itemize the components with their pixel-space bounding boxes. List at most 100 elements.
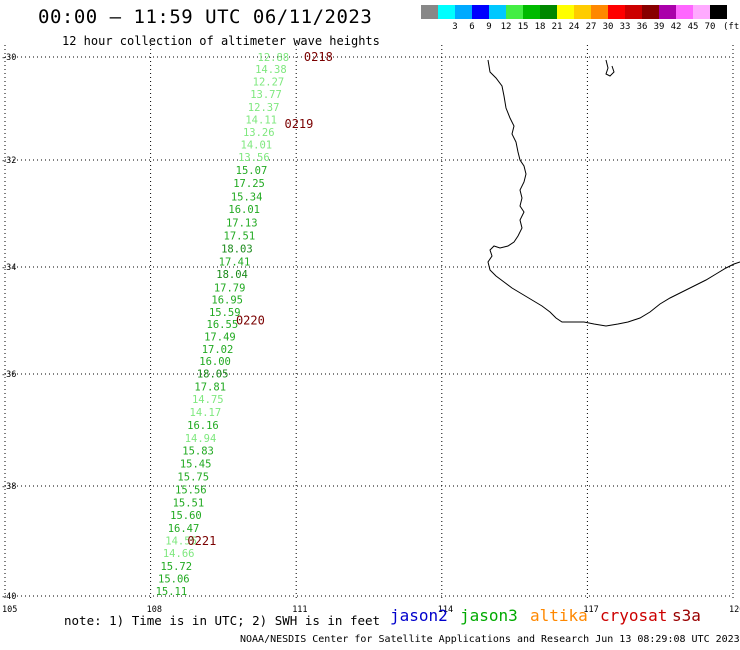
wave-height-value: 14.55: [165, 535, 197, 547]
legend-entry-jason2: jason2: [390, 606, 448, 625]
coastline-southwest-australia: [487, 59, 740, 327]
scale-label: 18: [534, 22, 546, 32]
wave-height-value: 14.17: [190, 407, 222, 419]
wave-height-value: 12.27: [253, 77, 285, 89]
wave-height-value: 17.81: [194, 381, 226, 393]
footnote: note: 1) Time is in UTC; 2) SWH is in fe…: [64, 613, 381, 628]
scale-swatch: [591, 5, 608, 19]
scale-label: 12: [500, 22, 512, 32]
credit-line: NOAA/NESDIS Center for Satellite Applica…: [240, 634, 740, 645]
wave-height-value: 15.51: [173, 498, 205, 510]
latitude-label: -38: [1, 482, 16, 492]
wave-height-value: 16.00: [199, 356, 231, 368]
wave-height-value: 16.55: [207, 319, 239, 331]
scale-swatch: [421, 5, 438, 19]
wave-height-value: 12.37: [248, 102, 280, 114]
legend-entry-altika: altika: [530, 606, 588, 625]
wave-height-value: 14.01: [241, 140, 273, 152]
scale-swatch: [540, 5, 557, 19]
wave-height-value: 15.83: [182, 446, 214, 458]
wave-height-value: 13.77: [250, 89, 282, 101]
scale-swatch: [608, 5, 625, 19]
wave-height-value: 12.88: [258, 52, 290, 64]
wave-height-value: 15.72: [160, 561, 192, 573]
wave-height-value: 15.11: [156, 586, 188, 598]
scale-label: 33: [619, 22, 631, 32]
longitude-label: 117: [583, 605, 598, 615]
scale-label: 30: [602, 22, 614, 32]
scale-label: 21: [551, 22, 563, 32]
wave-height-value: 14.11: [245, 114, 277, 126]
longitude-label: 105: [2, 605, 17, 615]
wave-height-value: 18.03: [221, 243, 253, 255]
wave-height-value: 13.56: [238, 152, 270, 164]
chart-subtitle: 12 hour collection of altimeter wave hei…: [62, 34, 380, 48]
scale-unit: (ft): [723, 22, 740, 32]
wave-height-value: 16.01: [228, 204, 260, 216]
wave-height-value: 17.49: [204, 332, 236, 344]
wave-height-value: 14.66: [163, 548, 195, 560]
pass-time-label: 0219: [284, 117, 313, 131]
wave-height-value: 13.26: [243, 127, 275, 139]
wave-height-value: 16.95: [211, 295, 243, 307]
wave-height-value: 14.38: [255, 64, 287, 76]
wave-height-value: 15.34: [231, 191, 263, 203]
scale-swatch: [574, 5, 591, 19]
scale-swatch: [506, 5, 523, 19]
scale-swatch: [455, 5, 472, 19]
pass-time-label: 0221: [187, 534, 216, 548]
scale-swatch: [523, 5, 540, 19]
scale-label: 27: [585, 22, 597, 32]
latitude-label: -36: [1, 370, 16, 380]
scale-label: 15: [517, 22, 529, 32]
scale-swatch: [438, 5, 455, 19]
scale-swatch: [642, 5, 659, 19]
longitude-label: 108: [147, 605, 162, 615]
wave-height-value: 17.51: [224, 230, 256, 242]
scale-label: 39: [653, 22, 665, 32]
wave-height-value: 15.45: [180, 459, 212, 471]
wave-height-value: 15.75: [177, 471, 209, 483]
scale-swatch: [557, 5, 574, 19]
scale-label: 45: [687, 22, 699, 32]
coastline-gulf: [605, 59, 615, 77]
scale-label: 3: [452, 22, 458, 32]
latitude-label: -32: [1, 156, 16, 166]
wave-height-value: 15.06: [158, 573, 190, 585]
wave-height-value: 15.07: [236, 165, 268, 177]
scale-label: 70: [704, 22, 716, 32]
legend-entry-s3a: s3a: [672, 606, 701, 625]
wave-height-track: 12.8814.3812.2713.7712.3714.1113.2614.01…: [156, 52, 290, 598]
legend-entry-jason3: jason3: [460, 606, 518, 625]
pass-labels: 0218 0219 0220 0221: [187, 50, 332, 548]
wave-height-value: 17.41: [219, 257, 251, 269]
scale-label: 42: [670, 22, 682, 32]
longitude-label: 114: [438, 605, 453, 615]
wave-height-value: 15.59: [209, 307, 241, 319]
scale-swatch: [625, 5, 642, 19]
wave-height-value: 17.79: [214, 282, 246, 294]
scale-swatch: [489, 5, 506, 19]
wave-height-value: 15.60: [170, 510, 202, 522]
latitude-label: -34: [1, 263, 16, 273]
scale-label: 6: [469, 22, 475, 32]
wave-height-value: 16.16: [187, 420, 219, 432]
wave-height-value: 14.75: [192, 394, 224, 406]
scale-swatch: [693, 5, 710, 19]
graticule: -30 -32 -34 -36 -38 -40 105 108 111 114 117 120: [1, 45, 740, 615]
latitude-label: -40: [1, 592, 16, 602]
wave-height-value: 18.04: [216, 269, 248, 281]
scale-label: 24: [568, 22, 580, 32]
pass-time-label: 0218: [304, 50, 333, 64]
latitude-label: -30: [1, 53, 16, 63]
scale-swatch: [676, 5, 693, 19]
wave-height-value: 17.13: [226, 218, 258, 230]
wave-height-value: 18.05: [197, 368, 229, 380]
legend-entry-cryosat: cryosat: [600, 606, 668, 625]
scale-label: 36: [636, 22, 648, 32]
chart-title: 00:00 – 11:59 UTC 06/11/2023: [38, 6, 373, 28]
scale-swatch: [659, 5, 676, 19]
wave-height-value: 16.47: [168, 523, 200, 535]
scale-label: 9: [486, 22, 492, 32]
wave-height-value: 14.94: [185, 433, 217, 445]
